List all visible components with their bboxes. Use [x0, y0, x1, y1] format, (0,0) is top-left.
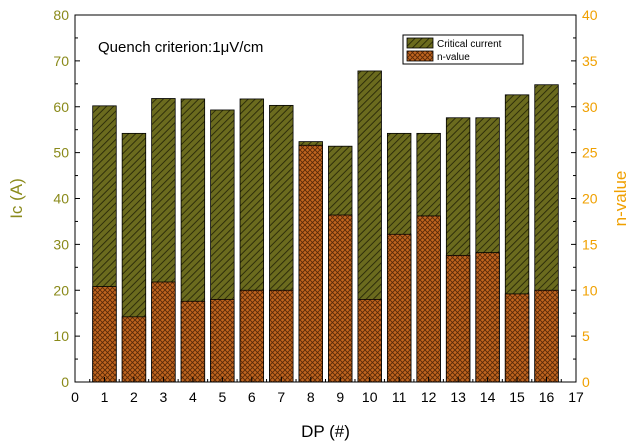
- n-value-bar: [239, 289, 265, 383]
- x-tick-label: 13: [450, 389, 466, 405]
- y-axis-left-title: Ic (A): [7, 178, 26, 219]
- right-tick-label: 10: [582, 282, 598, 298]
- left-tick-label: 50: [53, 145, 69, 161]
- right-tick-label: 0: [582, 374, 590, 390]
- x-tick-label: 6: [248, 389, 256, 405]
- right-tick-label: 40: [582, 7, 598, 23]
- left-axis-ticks: 0 10 20 30 40 50 60 70 80: [53, 7, 80, 390]
- n-value-bar: [445, 254, 471, 383]
- x-axis-title: DP (#): [301, 422, 350, 441]
- legend-label-n-value: n-value: [437, 52, 470, 63]
- x-tick-label: 2: [130, 389, 138, 405]
- n-value-bar: [210, 299, 235, 383]
- plot-frame: [74, 14, 577, 383]
- left-tick-label: 60: [53, 99, 69, 115]
- x-tick-label: 3: [160, 389, 168, 405]
- n-value-bar: [504, 293, 530, 383]
- n-value-bar: [180, 300, 206, 383]
- n-value-bar: [269, 289, 294, 383]
- n-value-bar: [357, 299, 382, 383]
- x-tick-label: 10: [362, 389, 378, 405]
- x-tick-label: 7: [277, 389, 285, 405]
- left-tick-label: 20: [53, 282, 69, 298]
- x-tick-label: 17: [568, 389, 584, 405]
- x-tick-label: 15: [509, 389, 525, 405]
- legend: Critical current n-value: [402, 34, 524, 65]
- x-tick-label: 11: [392, 389, 407, 405]
- n-value-bar: [151, 281, 176, 383]
- x-tick-label: 12: [421, 389, 437, 405]
- left-tick-label: 0: [61, 374, 69, 390]
- left-tick-label: 30: [53, 236, 69, 252]
- n-value-bar: [121, 316, 147, 383]
- n-value-bar: [298, 144, 323, 383]
- right-axis-ticks: 0 5 10 15 20 25 30 35 40: [571, 7, 598, 390]
- right-tick-label: 35: [582, 53, 598, 69]
- legend-swatch-n-value: [406, 50, 434, 62]
- x-tick-label: 0: [71, 389, 79, 405]
- x-tick-label: 4: [189, 389, 197, 405]
- legend-swatch-critical-current: [406, 37, 434, 49]
- left-tick-label: 10: [53, 328, 69, 344]
- left-tick-label: 40: [53, 191, 69, 207]
- n-value-bar: [416, 215, 441, 383]
- right-tick-label: 25: [582, 145, 598, 161]
- left-tick-label: 80: [53, 7, 69, 23]
- x-tick-label: 5: [218, 389, 226, 405]
- x-tick-label: 14: [480, 389, 496, 405]
- right-tick-label: 30: [582, 99, 598, 115]
- n-value-bar: [328, 214, 353, 383]
- n-value-bar: [92, 286, 117, 383]
- x-tick-label: 9: [336, 389, 344, 405]
- x-tick-label: 16: [539, 389, 555, 405]
- x-tick-label: 1: [101, 389, 109, 405]
- right-tick-label: 5: [582, 328, 590, 344]
- x-tick-label: 8: [307, 389, 315, 405]
- quench-criterion-annotation: Quench criterion:1μV/cm: [98, 39, 263, 56]
- n-value-bar: [475, 252, 500, 383]
- n-value-bar: [386, 233, 412, 383]
- right-tick-label: 15: [582, 236, 598, 252]
- right-tick-label: 20: [582, 191, 598, 207]
- left-tick-label: 70: [53, 53, 69, 69]
- n-value-bars: [92, 144, 559, 383]
- x-axis-ticks: 0 1 2 3 4 5 6 7 8 9 10 11 12 13 14 15 16 17: [71, 377, 584, 405]
- y-axis-right-title: n-value: [611, 171, 630, 227]
- legend-label-critical-current: Critical current: [437, 39, 502, 50]
- n-value-bar: [534, 289, 559, 383]
